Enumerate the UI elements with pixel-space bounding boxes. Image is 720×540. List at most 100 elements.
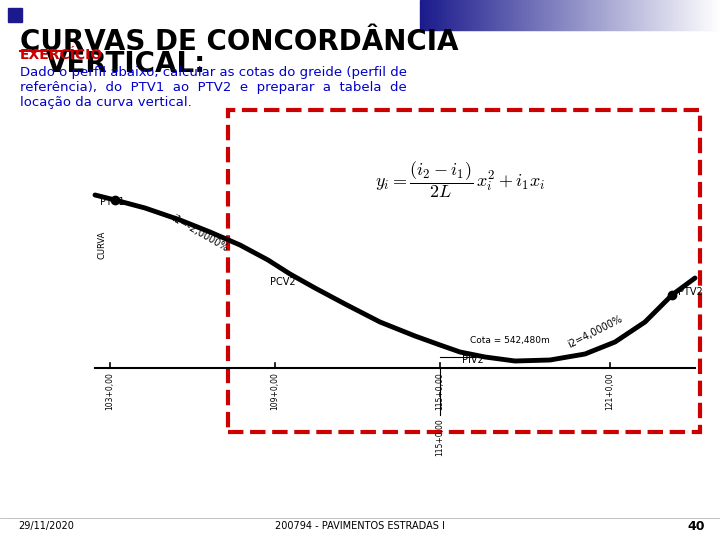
Bar bbox=[553, 0, 554, 30]
Bar bbox=[433, 0, 434, 30]
Bar bbox=[716, 0, 717, 30]
Bar bbox=[449, 0, 450, 30]
Bar bbox=[483, 0, 484, 30]
Bar bbox=[673, 0, 674, 30]
Bar bbox=[620, 0, 621, 30]
Bar bbox=[675, 0, 676, 30]
Bar bbox=[669, 0, 670, 30]
Bar bbox=[692, 0, 693, 30]
Bar bbox=[604, 0, 605, 30]
Bar bbox=[567, 0, 568, 30]
Bar bbox=[625, 0, 626, 30]
Bar bbox=[548, 0, 549, 30]
Bar bbox=[544, 0, 545, 30]
Bar bbox=[653, 0, 654, 30]
Text: Cota = 542,480m: Cota = 542,480m bbox=[470, 335, 550, 345]
Bar bbox=[711, 0, 712, 30]
Bar bbox=[708, 0, 709, 30]
Bar bbox=[587, 0, 588, 30]
Bar bbox=[476, 0, 477, 30]
Bar bbox=[532, 0, 533, 30]
Bar bbox=[592, 0, 593, 30]
Bar bbox=[632, 0, 633, 30]
Text: i2=4,0000%: i2=4,0000% bbox=[566, 314, 624, 350]
Bar bbox=[461, 0, 462, 30]
Bar bbox=[472, 0, 473, 30]
Bar bbox=[445, 0, 446, 30]
Bar bbox=[689, 0, 690, 30]
Text: 103+0,00: 103+0,00 bbox=[106, 372, 114, 410]
Bar bbox=[453, 0, 454, 30]
Bar bbox=[509, 0, 510, 30]
Text: 115+0,00: 115+0,00 bbox=[436, 372, 444, 410]
Bar bbox=[663, 0, 664, 30]
Bar bbox=[586, 0, 587, 30]
Bar bbox=[642, 0, 643, 30]
Bar bbox=[523, 0, 524, 30]
Bar bbox=[555, 0, 556, 30]
Text: 40: 40 bbox=[688, 519, 705, 532]
Bar bbox=[631, 0, 632, 30]
Bar bbox=[432, 0, 433, 30]
Bar bbox=[638, 0, 639, 30]
Bar bbox=[671, 0, 672, 30]
Bar bbox=[507, 0, 508, 30]
Bar bbox=[501, 0, 502, 30]
Bar bbox=[658, 0, 659, 30]
Bar bbox=[686, 0, 687, 30]
Bar bbox=[611, 0, 612, 30]
Bar bbox=[568, 0, 569, 30]
Bar bbox=[422, 0, 423, 30]
Bar bbox=[713, 0, 714, 30]
Bar bbox=[709, 0, 710, 30]
Bar bbox=[549, 0, 550, 30]
Bar bbox=[595, 0, 596, 30]
Bar bbox=[705, 0, 706, 30]
Bar bbox=[424, 0, 425, 30]
Bar bbox=[508, 0, 509, 30]
Bar bbox=[684, 0, 685, 30]
Bar bbox=[550, 0, 551, 30]
Bar bbox=[559, 0, 560, 30]
Bar bbox=[515, 0, 516, 30]
Bar bbox=[694, 0, 695, 30]
Bar bbox=[660, 0, 661, 30]
Bar bbox=[439, 0, 440, 30]
Bar bbox=[573, 0, 574, 30]
Bar bbox=[504, 0, 505, 30]
Bar bbox=[466, 0, 467, 30]
Bar bbox=[430, 0, 431, 30]
Bar bbox=[477, 0, 478, 30]
Bar bbox=[666, 0, 667, 30]
Bar bbox=[526, 0, 527, 30]
Text: 115+0,00: 115+0,00 bbox=[436, 418, 444, 456]
Bar bbox=[564, 0, 565, 30]
Bar bbox=[473, 0, 474, 30]
Bar bbox=[628, 0, 629, 30]
Bar bbox=[683, 0, 684, 30]
Bar bbox=[554, 0, 555, 30]
Bar bbox=[425, 0, 426, 30]
Bar bbox=[421, 0, 422, 30]
Bar bbox=[661, 0, 662, 30]
Bar bbox=[609, 0, 610, 30]
Bar bbox=[718, 0, 719, 30]
Bar bbox=[484, 0, 485, 30]
Bar bbox=[621, 0, 622, 30]
Bar bbox=[456, 0, 457, 30]
Bar bbox=[475, 0, 476, 30]
Bar bbox=[487, 0, 488, 30]
Bar bbox=[644, 0, 645, 30]
Bar bbox=[502, 0, 503, 30]
Text: 29/11/2020: 29/11/2020 bbox=[18, 521, 74, 531]
Bar bbox=[510, 0, 511, 30]
Bar bbox=[541, 0, 542, 30]
Bar bbox=[656, 0, 657, 30]
Bar bbox=[607, 0, 608, 30]
Bar bbox=[572, 0, 573, 30]
Bar bbox=[610, 0, 611, 30]
Bar bbox=[448, 0, 449, 30]
Bar bbox=[696, 0, 697, 30]
Bar bbox=[560, 0, 561, 30]
Text: $y_i = \dfrac{(i_2 - i_1)}{2L}\,x_i^{2} + i_1 x_i$: $y_i = \dfrac{(i_2 - i_1)}{2L}\,x_i^{2} … bbox=[375, 160, 545, 200]
